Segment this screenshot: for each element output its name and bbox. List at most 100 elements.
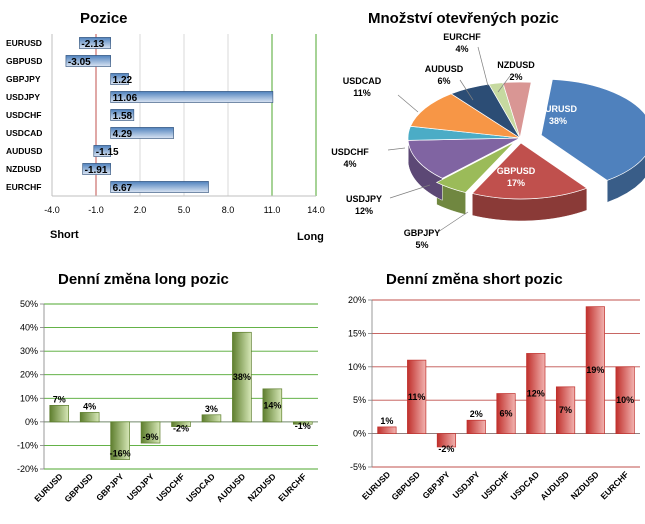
y-tick-label: 50%	[20, 299, 38, 309]
x-category-label: AUDUSD	[538, 469, 571, 502]
pozice-value-label: 1.22	[113, 75, 133, 86]
pozice-value-label: 6.67	[113, 183, 133, 194]
pozice-xtick: 14.0	[307, 205, 325, 215]
pie-slice	[502, 81, 532, 139]
pie-leader-line	[437, 211, 469, 233]
pie-slice-name: GBPJPY	[404, 228, 441, 238]
y-tick-label: -5%	[350, 462, 366, 472]
y-tick-label: 30%	[20, 346, 38, 356]
y-tick-label: 10%	[348, 362, 366, 372]
bar-value-label: 19%	[586, 365, 604, 375]
pozice-bar	[110, 181, 209, 193]
x-category-label: GBPJPY	[420, 469, 452, 501]
bar-value-label: -16%	[110, 449, 131, 459]
pozice-category-label: AUDUSD	[6, 146, 42, 156]
pie-slice-percent: 4%	[343, 159, 356, 169]
pie-title: Množství otevřených pozic	[368, 10, 559, 27]
pie-slice	[409, 93, 521, 139]
bar-value-label: 7%	[559, 405, 572, 415]
bar	[201, 414, 222, 423]
bar	[496, 393, 516, 434]
pozice-value-label: 4.29	[113, 129, 133, 140]
pozice-bar	[79, 37, 111, 49]
chart-pozice: Pozice -4.0 -1.0 2.0 5.0 8.0 11.0 14.0 EURUSD -2…	[0, 0, 330, 250]
pie-slice-name: USDCAD	[343, 76, 382, 86]
x-category-label: USDJPY	[125, 471, 156, 502]
x-category-label: EURUSD	[360, 469, 392, 501]
pie-leader-line	[477, 46, 489, 87]
pozice-bar	[110, 73, 129, 85]
bar	[232, 331, 252, 423]
pozice-bar	[82, 163, 111, 175]
y-tick-label: 10%	[20, 393, 38, 403]
pozice-value-label: -1.15	[96, 147, 119, 158]
x-category-label: USDCAD	[184, 471, 217, 504]
y-tick-label: 5%	[353, 395, 366, 405]
pie-leader-line	[459, 79, 474, 101]
pozice-value-label: 1.58	[113, 111, 133, 122]
bar-value-label: 38%	[233, 372, 251, 382]
pie-leader-line	[389, 184, 431, 199]
x-category-label: EURCHF	[598, 469, 630, 501]
pozice-xtick: 5.0	[178, 205, 191, 215]
pie-slice-name: NZDUSD	[497, 60, 535, 70]
x-category-label: USDCHF	[479, 469, 511, 501]
bar	[292, 421, 313, 425]
pie-slice-percent: 4%	[455, 44, 468, 54]
pozice-bar	[110, 109, 135, 121]
pozice-category-label: GBPJPY	[6, 74, 41, 84]
pie-slice-name: USDCHF	[331, 147, 369, 157]
pozice-svg: Pozice -4.0 -1.0 2.0 5.0 8.0 11.0 14.0 EURUSD -2…	[6, 10, 325, 243]
bar-value-label: 4%	[83, 401, 96, 411]
pie-slice-percent: 38%	[549, 116, 567, 126]
pie-slice-name: USDJPY	[346, 194, 382, 204]
pie-svg: Množství otevřených pozic EURUSD 38% GBPUS…	[331, 10, 645, 250]
bar-value-label: 10%	[616, 395, 634, 405]
bar	[140, 421, 161, 444]
pozice-value-label: -3.05	[68, 57, 91, 68]
short-svg: Denní změna short pozic -5% 0% 5% 10% 15% 20%…	[348, 271, 640, 502]
pozice-category-label: USDJPY	[6, 92, 40, 102]
pie-slice-name: EURUSD	[539, 104, 578, 114]
x-category-label: GBPUSD	[62, 471, 95, 504]
bar-value-label: 3%	[205, 404, 218, 414]
bar-value-label: -1%	[295, 421, 311, 431]
bar-value-label: -2%	[173, 424, 189, 434]
pozice-xtick: 11.0	[264, 205, 281, 215]
y-tick-label: 15%	[348, 328, 366, 338]
pozice-category-label: NZDUSD	[6, 164, 41, 174]
pozice-category-label: EURUSD	[6, 38, 42, 48]
bar-value-label: -2%	[438, 444, 454, 454]
short-title: Denní změna short pozic	[386, 271, 563, 288]
pozice-value-label: -1.91	[85, 165, 108, 176]
pozice-category-label: EURCHF	[6, 182, 41, 192]
bar-value-label: 7%	[53, 394, 66, 404]
y-tick-label: -10%	[17, 440, 38, 450]
pozice-long-label: Long	[297, 231, 324, 243]
pie-slice-percent: 17%	[507, 178, 525, 188]
bar	[377, 426, 397, 434]
bar	[110, 421, 130, 460]
pozice-short-label: Short	[50, 229, 79, 241]
bar	[466, 419, 486, 434]
pozice-category-label: USDCAD	[6, 128, 42, 138]
pie-slice-side	[606, 155, 645, 203]
bar-value-label: -9%	[143, 432, 159, 442]
pie-slice-percent: 12%	[355, 206, 373, 216]
bar	[407, 359, 427, 434]
pie-leader-line	[397, 94, 419, 113]
x-category-label: GBPJPY	[94, 471, 126, 503]
pie-slice	[471, 142, 588, 200]
pozice-category-label: USDCHF	[6, 110, 41, 120]
bar	[49, 405, 70, 423]
pozice-value-label: 11.06	[113, 93, 138, 104]
pie-slice-name: AUDUSD	[425, 64, 464, 74]
x-category-label: USDCAD	[508, 469, 541, 502]
pozice-title: Pozice	[80, 10, 128, 27]
chart-short: Denní změna short pozic -5% 0% 5% 10% 15% 20%…	[328, 262, 645, 524]
bar-value-label: 1%	[380, 416, 393, 426]
x-category-label: NZDUSD	[569, 469, 601, 501]
bar	[171, 421, 191, 427]
pozice-xtick: 2.0	[134, 205, 147, 215]
pie-slice	[407, 137, 521, 179]
